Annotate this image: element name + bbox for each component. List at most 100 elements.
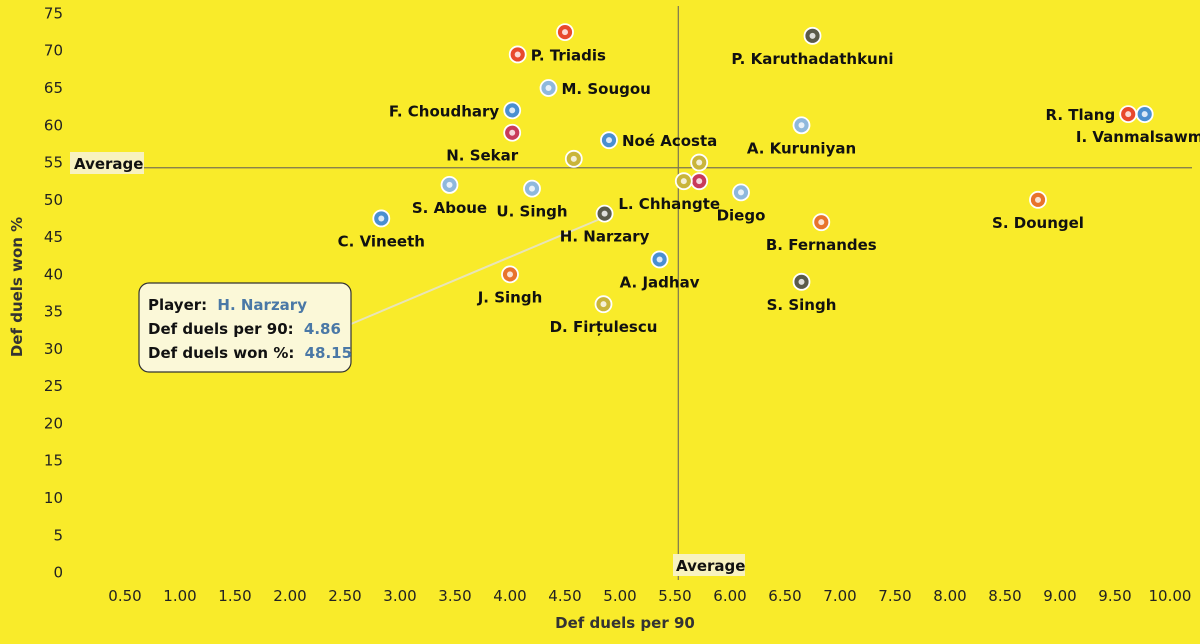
tooltip-player-label: Player:	[148, 296, 207, 314]
tooltip-player-line: Player: H. Narzary	[148, 296, 307, 314]
point-i-vanmalsawma[interactable]: I. Vanmalsawma	[1076, 105, 1200, 146]
player-points: P. Triadis M. Sougou P. Karuthadathkuni F. …	[338, 23, 1200, 336]
x-tick-label: 8.00	[933, 587, 966, 605]
y-axis-title: Def duels won %	[8, 217, 26, 357]
point-b-fernandes[interactable]: B. Fernandes	[766, 213, 877, 254]
point-label: D. Firțulescu	[550, 318, 658, 336]
club-badge-center	[696, 159, 703, 166]
x-tick-label: 4.50	[548, 587, 581, 605]
point-label: A. Jadhav	[620, 273, 700, 291]
y-tick-label: 15	[44, 452, 63, 470]
y-tick-label: 25	[44, 377, 63, 395]
point-label: N. Sekar	[446, 147, 519, 165]
club-badge-center	[606, 137, 612, 144]
point-unlabeled[interactable]	[690, 153, 709, 172]
point-label: L. Chhangte	[618, 195, 720, 213]
point-label: P. Karuthadathkuni	[731, 50, 893, 68]
point-label: Noé Acosta	[622, 132, 717, 150]
point-no-acosta[interactable]: Noé Acosta	[600, 131, 717, 150]
club-badge-center	[600, 301, 607, 308]
y-axis-ticks: 0 5 10 15 20 25 30 35 40 45 50 55 60 65 70 75	[44, 4, 63, 581]
club-badge-center	[529, 185, 535, 192]
y-tick-label: 10	[44, 489, 63, 507]
x-tick-label: 3.00	[383, 587, 416, 605]
x-tick-label: 10.00	[1149, 587, 1192, 605]
point-label: H. Narzary	[560, 228, 650, 246]
tooltip-player-value: H. Narzary	[217, 296, 307, 314]
point-n-sekar[interactable]: N. Sekar	[446, 123, 522, 165]
club-badge-center	[696, 178, 703, 185]
x-tick-label: 6.50	[768, 587, 801, 605]
club-badge-center	[1141, 111, 1148, 118]
point-unlabeled[interactable]	[674, 172, 693, 191]
point-label: Diego	[717, 206, 766, 224]
average-y-label: Average	[74, 155, 143, 173]
point-u-singh[interactable]: U. Singh	[496, 179, 568, 221]
point-p-karuthadathkuni[interactable]: P. Karuthadathkuni	[731, 26, 894, 68]
x-tick-label: 3.50	[438, 587, 471, 605]
point-j-singh[interactable]: J. Singh	[477, 265, 543, 306]
x-tick-label: 4.00	[493, 587, 526, 605]
point-label: M. Sougou	[562, 80, 651, 98]
tooltip-y-value: 48.15	[305, 344, 352, 362]
point-f-choudhary[interactable]: F. Choudhary	[389, 101, 522, 120]
y-tick-label: 60	[44, 116, 63, 134]
x-tick-label: 1.00	[163, 587, 196, 605]
club-badge-center	[545, 85, 552, 91]
point-label: C. Vineeth	[338, 232, 425, 250]
x-tick-label: 2.50	[328, 587, 361, 605]
x-tick-label: 7.00	[823, 587, 856, 605]
point-c-vineeth[interactable]: C. Vineeth	[338, 209, 425, 250]
club-badge-center	[514, 51, 521, 58]
point-a-kuruniyan[interactable]: A. Kuruniyan	[747, 116, 856, 157]
average-y-label-box: Average	[70, 152, 144, 174]
club-badge-center	[809, 32, 816, 39]
point-label: S. Singh	[767, 296, 837, 314]
point-s-doungel[interactable]: S. Doungel	[992, 190, 1084, 232]
club-badge-center	[798, 278, 805, 285]
club-badge-center	[570, 155, 577, 162]
tooltip-y-line: Def duels won %: 48.15	[148, 344, 352, 362]
x-tick-label: 7.50	[878, 587, 911, 605]
club-badge-center	[1125, 111, 1132, 118]
club-badge-center	[507, 271, 513, 278]
club-badge-center	[562, 29, 568, 36]
point-label: S. Doungel	[992, 214, 1084, 232]
y-tick-label: 35	[44, 303, 63, 321]
average-x-label-bg	[673, 554, 745, 576]
x-tick-label: 1.50	[218, 587, 251, 605]
club-badge-center	[798, 122, 805, 129]
x-axis-title: Def duels per 90	[555, 614, 695, 632]
y-tick-label: 5	[53, 526, 63, 544]
point-diego[interactable]: Diego	[717, 183, 766, 224]
club-badge-center	[680, 178, 687, 185]
point-label: J. Singh	[477, 288, 543, 306]
club-badge-center	[656, 256, 663, 263]
tooltip-x-label: Def duels per 90:	[148, 320, 294, 338]
y-tick-label: 65	[44, 79, 63, 97]
y-tick-label: 45	[44, 228, 63, 246]
point-p-triadis[interactable]: P. Triadis	[508, 45, 606, 64]
point-s-singh[interactable]: S. Singh	[767, 272, 837, 314]
tooltip-x-value: 4.86	[304, 320, 341, 338]
tooltip-box	[138, 282, 352, 373]
y-tick-label: 30	[44, 340, 63, 358]
point-label: P. Triadis	[531, 46, 606, 64]
point-unlabeled[interactable]	[564, 149, 583, 168]
point-unlabeled[interactable]	[556, 23, 574, 41]
x-tick-label: 9.00	[1043, 587, 1076, 605]
point-a-jadhav[interactable]: A. Jadhav	[620, 250, 700, 291]
point-label: I. Vanmalsawma	[1076, 128, 1200, 146]
point-h-narzary[interactable]: H. Narzary	[560, 204, 650, 246]
y-tick-label: 50	[44, 191, 63, 209]
x-tick-label: 8.50	[988, 587, 1021, 605]
point-s-aboue[interactable]: S. Aboue	[412, 176, 487, 217]
point-d-fir-ulescu[interactable]: D. Firțulescu	[550, 295, 658, 336]
x-tick-label: 6.00	[713, 587, 746, 605]
average-y-label-bg	[70, 152, 144, 174]
point-label: U. Singh	[496, 203, 567, 221]
y-tick-label: 70	[44, 42, 63, 60]
point-m-sougou[interactable]: M. Sougou	[539, 79, 651, 98]
point-label: B. Fernandes	[766, 236, 877, 254]
